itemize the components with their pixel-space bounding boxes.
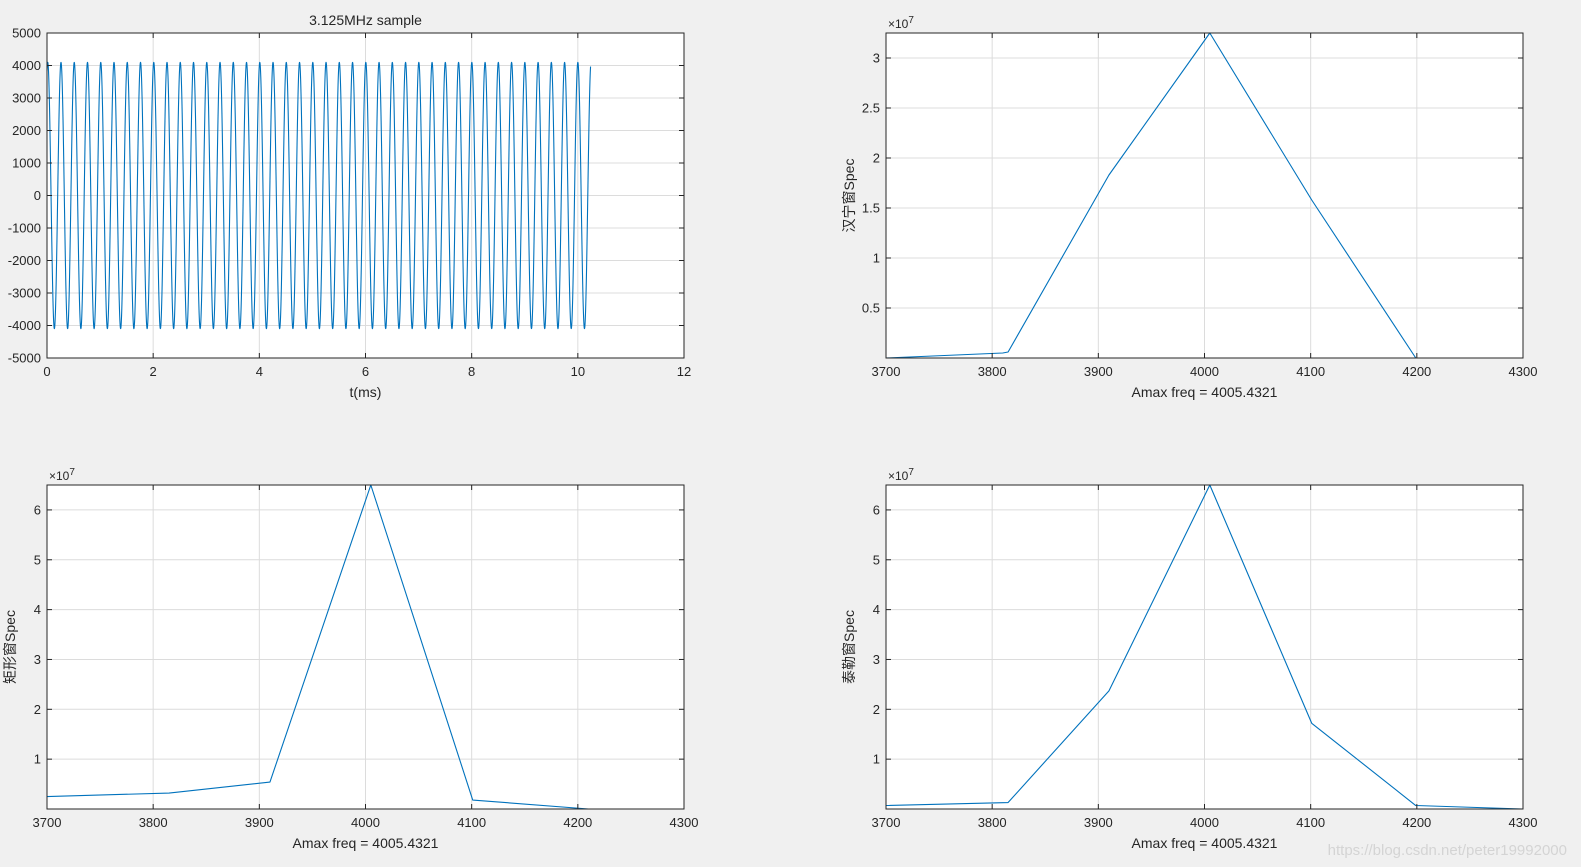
y-tick-label: 1 [873,752,880,767]
exponent-base: ×10 [888,469,909,483]
exponent-power: 7 [908,467,914,478]
x-tick-label: 3700 [33,815,62,830]
y-tick-label: 2000 [12,123,41,138]
y-tick-label: 0 [34,188,41,203]
y-tick-label: 3000 [12,91,41,106]
y-tick-label: -2000 [8,253,41,268]
y-tick-label: 2 [34,702,41,717]
y-axis-label: 泰勒窗Spec [841,610,857,684]
x-tick-label: 8 [468,364,475,379]
y-tick-label: 6 [873,502,880,517]
y-tick-label: -4000 [8,318,41,333]
y-tick-label: 1 [873,251,880,266]
x-axis-label: Amax freq = 4005.4321 [1132,835,1278,851]
y-tick-label: -5000 [8,351,41,366]
y-tick-label: -1000 [8,221,41,236]
y-tick-label: -3000 [8,286,41,301]
y-tick-label: 3 [873,51,880,66]
x-tick-label: 4300 [1509,364,1538,379]
y-tick-label: 3 [34,652,41,667]
x-tick-label: 4200 [1402,815,1431,830]
x-tick-label: 4000 [1190,364,1219,379]
x-tick-label: 4300 [1509,815,1538,830]
x-tick-label: 2 [150,364,157,379]
x-tick-label: 3700 [872,364,901,379]
y-axis-label: 矩形窗Spec [2,610,18,684]
y-tick-label: 1000 [12,156,41,171]
y-exponent-label: ×107 [49,467,75,483]
y-tick-label: 3 [873,652,880,667]
x-axis-label: Amax freq = 4005.4321 [1132,384,1278,400]
x-tick-label: 0 [43,364,50,379]
x-tick-label: 3800 [978,815,1007,830]
chart-title: 3.125MHz sample [309,12,422,28]
watermark-text: https://blog.csdn.net/peter19992000 [1327,842,1567,859]
x-tick-label: 4000 [351,815,380,830]
y-axis-label: 汉宁窗Spec [841,159,857,233]
y-tick-label: 4 [873,602,880,617]
y-tick-label: 0.5 [862,301,880,316]
x-tick-label: 4300 [670,815,699,830]
x-tick-label: 4000 [1190,815,1219,830]
y-tick-label: 2 [873,151,880,166]
x-axis-label: Amax freq = 4005.4321 [293,835,439,851]
exponent-base: ×10 [49,469,70,483]
y-tick-label: 2.5 [862,101,880,116]
y-tick-label: 5 [873,552,880,567]
x-tick-label: 3900 [1084,815,1113,830]
x-tick-label: 3800 [139,815,168,830]
y-tick-label: 2 [873,702,880,717]
y-tick-label: 6 [34,502,41,517]
plot-rect: 3700 3800 3900 4000 4100 4200 4300 1 2 3 4 5 6 ×107 Am… [2,467,698,851]
x-tick-label: 4200 [1402,364,1431,379]
series-line-time [46,61,592,330]
y-tick-label: 4 [34,602,41,617]
x-tick-label: 3800 [978,364,1007,379]
series-line-hann [885,32,1523,359]
y-tick-label: 1 [34,752,41,767]
x-tick-label: 4200 [563,815,592,830]
y-tick-label: 5000 [12,26,41,41]
plot-time: 0 2 4 6 8 10 12 -5000 -4000 -3000 -2000 -1000 0 1000 2… [8,12,691,400]
exponent-power: 7 [908,15,914,26]
x-tick-label: 4100 [1296,364,1325,379]
x-tick-label: 10 [571,364,585,379]
plot-hann: 3700 3800 3900 4000 4100 4200 4300 0.5 1 1.5 2 2.5 3… [841,15,1537,400]
exponent-base: ×10 [888,17,909,31]
x-tick-label: 4100 [457,815,486,830]
y-tick-label: 5 [34,552,41,567]
x-tick-label: 6 [362,364,369,379]
exponent-power: 7 [69,467,75,478]
y-exponent-label: ×107 [888,15,914,31]
y-tick-label: 1.5 [862,201,880,216]
x-tick-label: 3900 [1084,364,1113,379]
x-tick-label: 3700 [872,815,901,830]
x-tick-label: 4100 [1296,815,1325,830]
x-tick-label: 4 [256,364,263,379]
y-exponent-label: ×107 [888,467,914,483]
x-tick-label: 12 [677,364,691,379]
plot-taylor: 3700 3800 3900 4000 4100 4200 4300 1 2 3 4 5 6 ×107 Am… [841,467,1537,851]
x-axis-label: t(ms) [350,384,382,400]
y-tick-label: 4000 [12,58,41,73]
x-tick-label: 3900 [245,815,274,830]
